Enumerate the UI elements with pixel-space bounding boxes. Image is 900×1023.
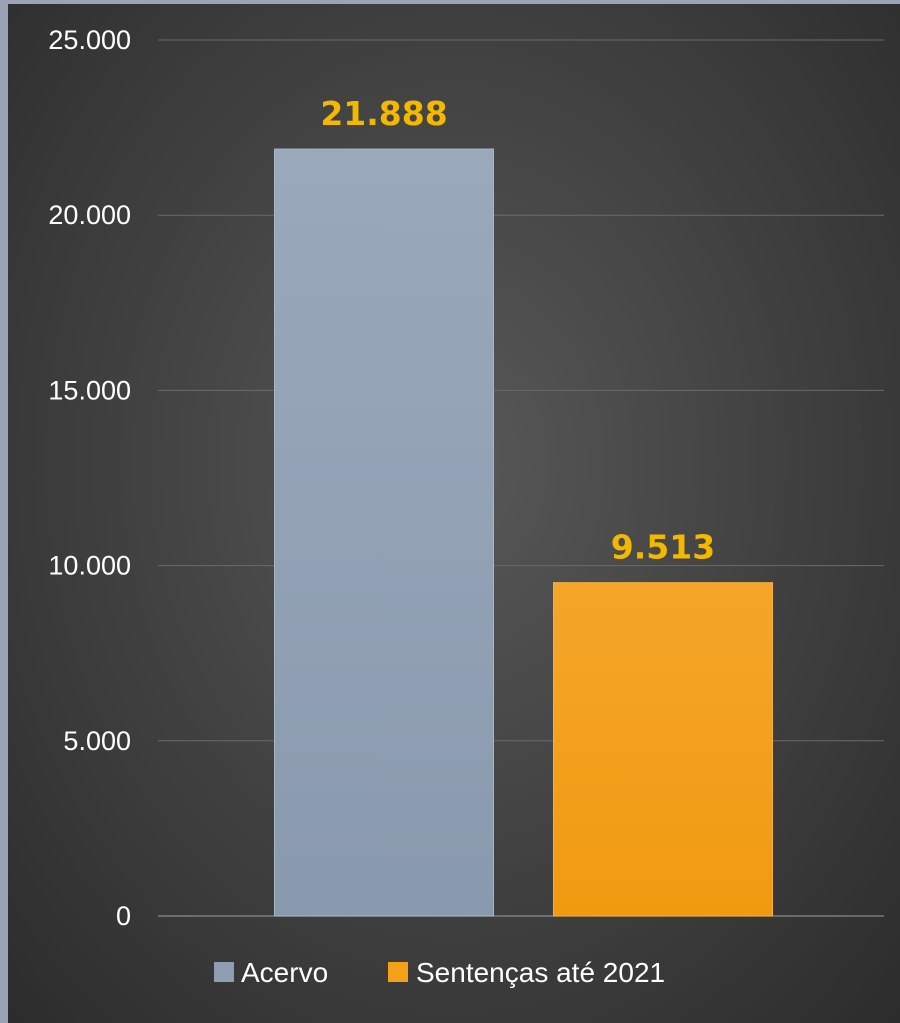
legend-swatch [214, 962, 234, 982]
bar-sentencas-ate-2021 [553, 582, 773, 917]
bar-chart: 0 5.000 10.000 15.000 20.000 25.000 21.888 9.5… [48, 25, 884, 988]
data-label: 21.888 [320, 94, 447, 133]
y-tick-label: 25.000 [48, 25, 131, 55]
legend-swatch [388, 962, 408, 982]
bars [274, 148, 773, 917]
legend-label: Sentenças até 2021 [416, 957, 665, 988]
y-tick-label: 5.000 [63, 726, 131, 756]
chart-frame: 0 5.000 10.000 15.000 20.000 25.000 21.888 9.5… [8, 4, 900, 1023]
y-axis-tick-labels: 0 5.000 10.000 15.000 20.000 25.000 [48, 25, 131, 931]
y-tick-label: 15.000 [48, 375, 131, 405]
gridlines [158, 39, 884, 917]
y-tick-label: 10.000 [48, 551, 131, 581]
data-label: 9.513 [611, 528, 715, 567]
y-tick-label: 20.000 [48, 200, 131, 230]
data-labels: 21.888 9.513 [320, 94, 715, 567]
bar-acervo [274, 148, 494, 917]
legend-label: Acervo [241, 957, 328, 988]
legend: Acervo Sentenças até 2021 [214, 957, 665, 988]
y-tick-label: 0 [116, 901, 131, 931]
